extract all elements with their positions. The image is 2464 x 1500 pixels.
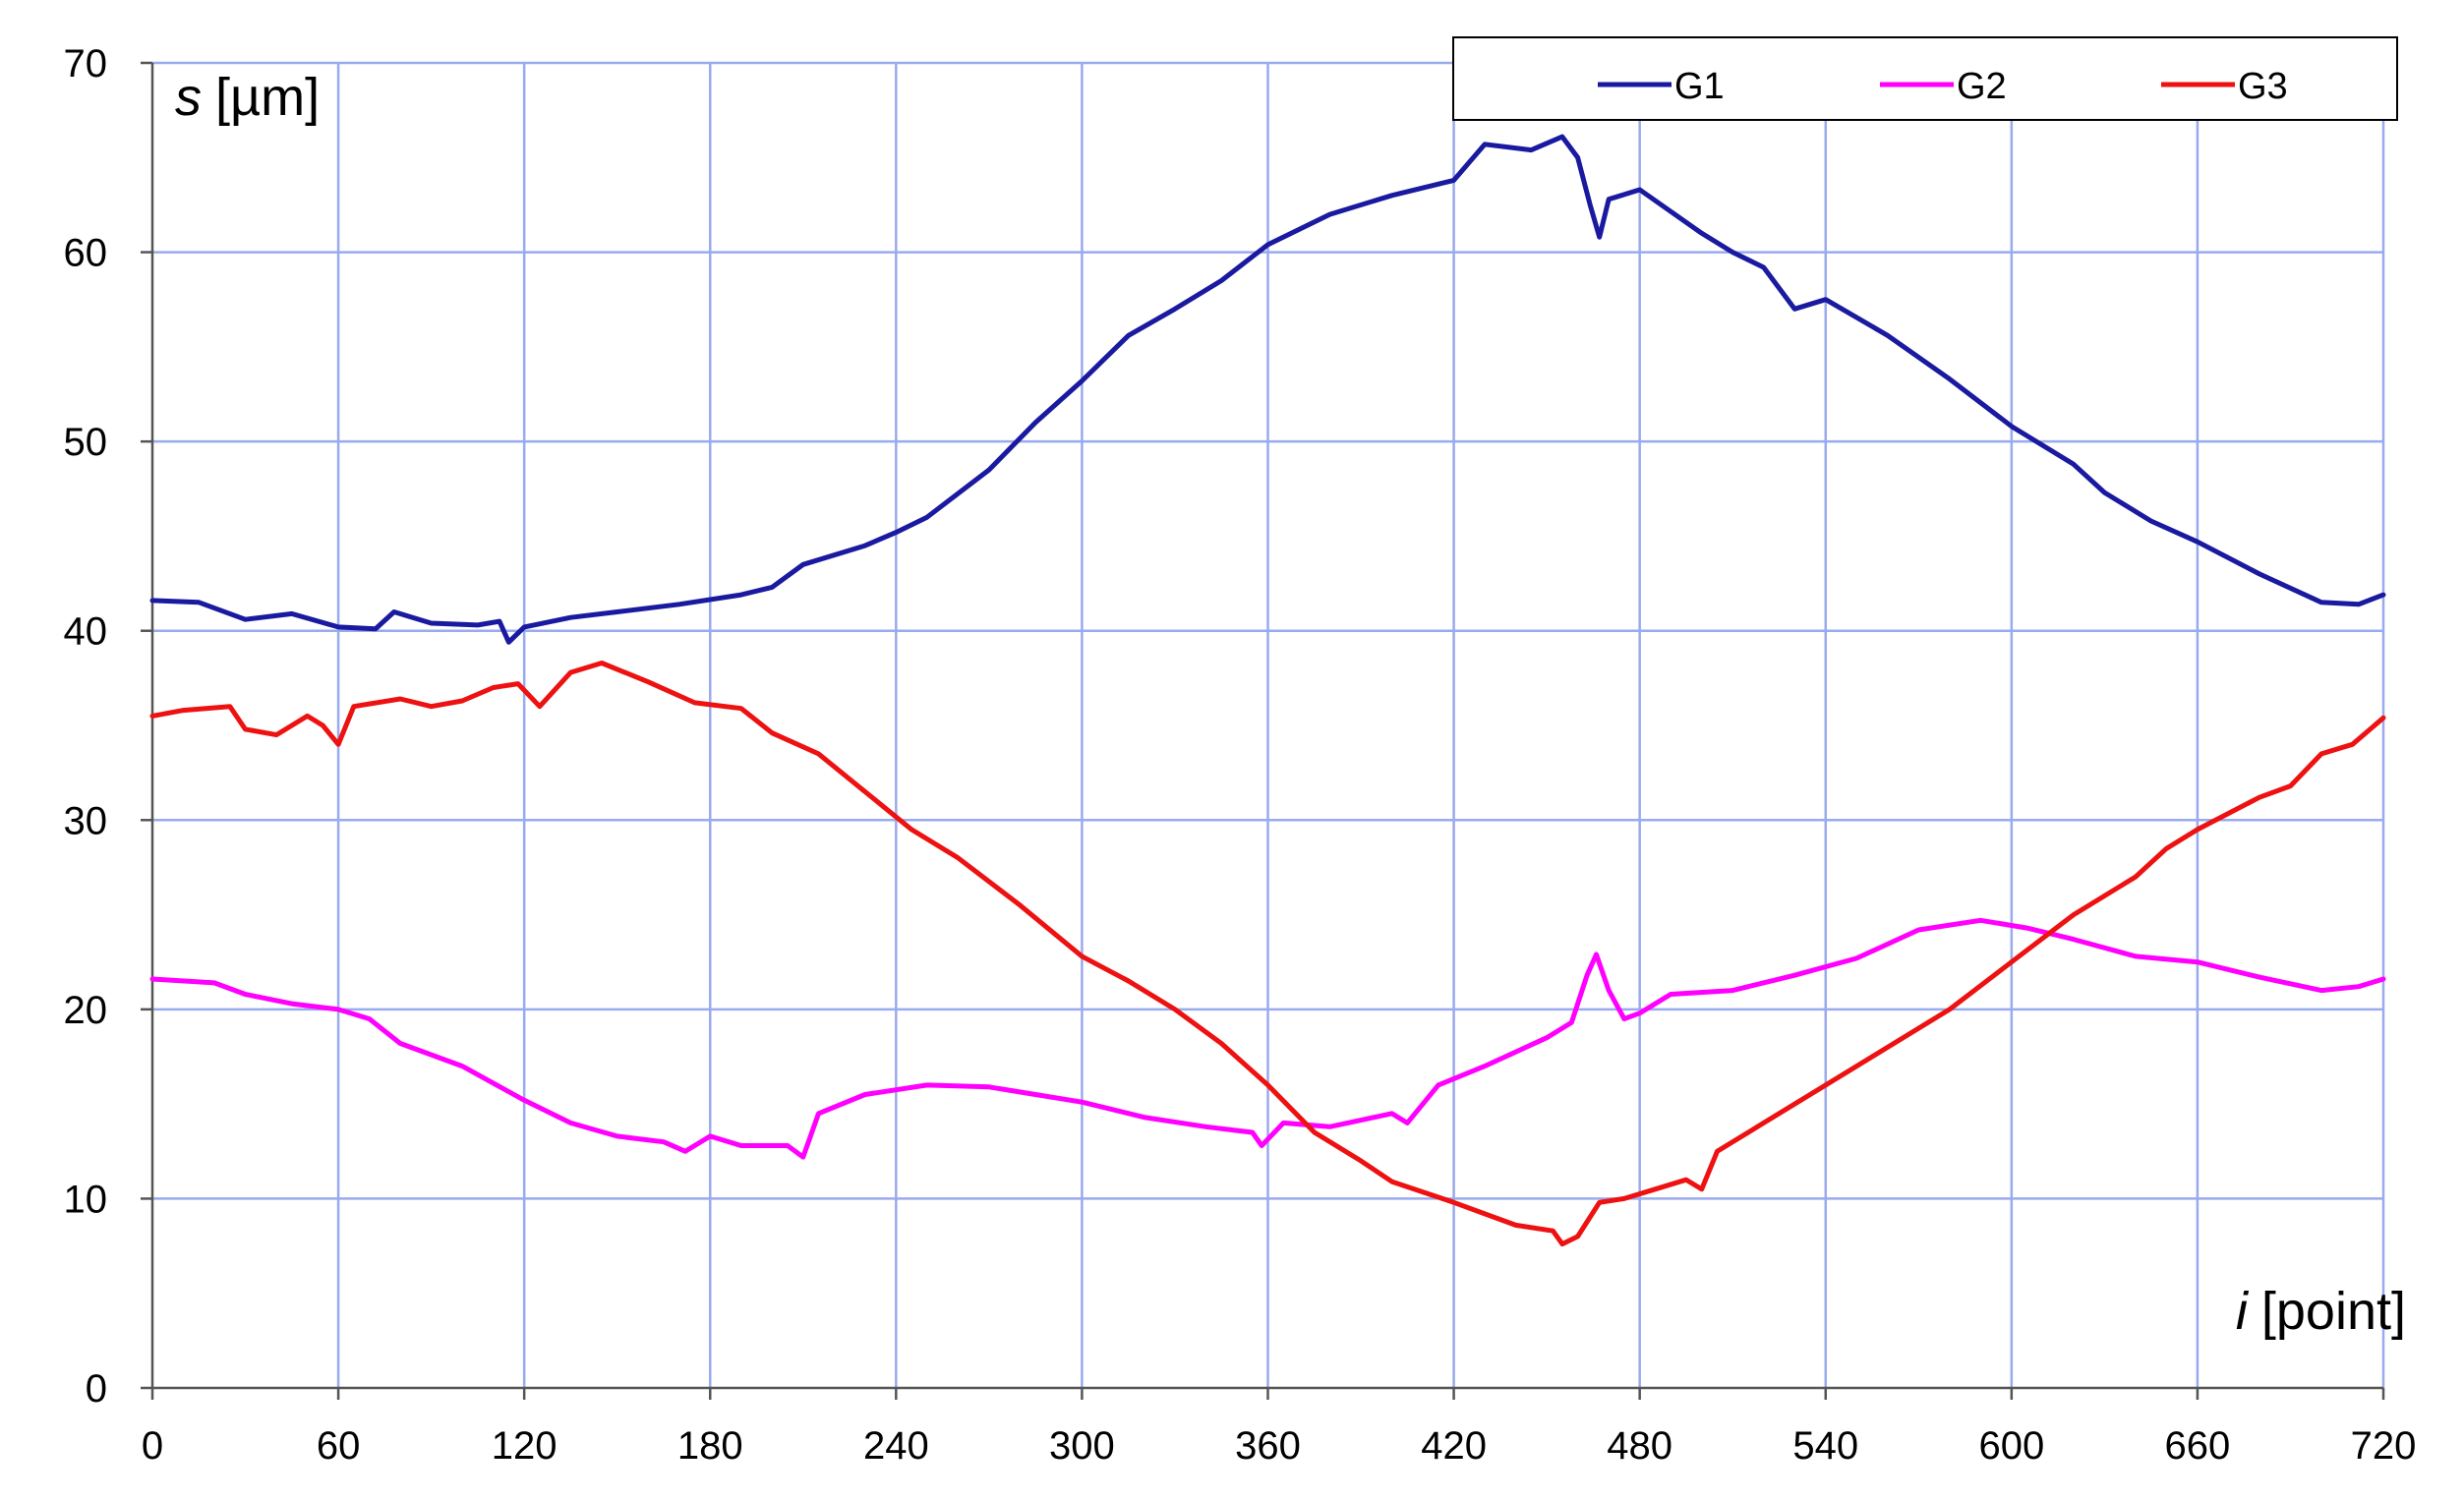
- x-tick-label-660: 660: [2165, 1424, 2231, 1468]
- x-tick-label-60: 60: [317, 1424, 361, 1468]
- x-tick-label-300: 300: [1049, 1424, 1115, 1468]
- legend-box: [1452, 36, 2398, 121]
- y-axis-title: s [µm]: [175, 68, 320, 127]
- tick-labels: 0 60 120 180 240 300 360 420 480 540 600 660 720 0 10 2…: [64, 42, 2417, 1468]
- x-tick-label-0: 0: [142, 1424, 163, 1468]
- y-tick-label-10: 10: [64, 1178, 108, 1221]
- x-tick-label-720: 720: [2351, 1424, 2417, 1468]
- series-line-g2: [149, 917, 2386, 1160]
- y-tick-label-40: 40: [64, 610, 108, 654]
- x-tick-label-480: 480: [1607, 1424, 1672, 1468]
- y-tick-label-20: 20: [64, 989, 108, 1032]
- y-tick-label-70: 70: [64, 42, 108, 86]
- legend-label-g2: G2: [1957, 66, 2007, 107]
- legend: G1 G2 G3: [1452, 36, 2398, 121]
- x-tick-label-600: 600: [1978, 1424, 2044, 1468]
- x-tick-label-360: 360: [1235, 1424, 1301, 1468]
- x-axis-variable: i: [2236, 1282, 2250, 1341]
- x-tick-label-120: 120: [492, 1424, 557, 1468]
- y-axis-unit: [µm]: [215, 68, 320, 127]
- legend-label-g3: G3: [2238, 66, 2288, 107]
- legend-label-g1: G1: [1674, 66, 1725, 107]
- axes: [141, 61, 2385, 1400]
- x-tick-label-420: 420: [1421, 1424, 1487, 1468]
- x-axis-unit: [point]: [2261, 1282, 2406, 1341]
- series-layer: [149, 134, 2386, 1247]
- x-tick-label-180: 180: [677, 1424, 743, 1468]
- series-line-g3: [149, 661, 2386, 1247]
- y-tick-label-0: 0: [86, 1367, 107, 1411]
- x-axis-title: i [point]: [2236, 1282, 2406, 1341]
- y-tick-label-60: 60: [64, 232, 108, 275]
- gridlines: [152, 61, 2385, 1388]
- y-tick-label-30: 30: [64, 799, 108, 842]
- y-tick-label-50: 50: [64, 421, 108, 464]
- x-tick-label-240: 240: [863, 1424, 929, 1468]
- series-line-g1: [149, 134, 2386, 645]
- y-axis-variable: s: [175, 68, 202, 127]
- x-tick-label-540: 540: [1792, 1424, 1858, 1468]
